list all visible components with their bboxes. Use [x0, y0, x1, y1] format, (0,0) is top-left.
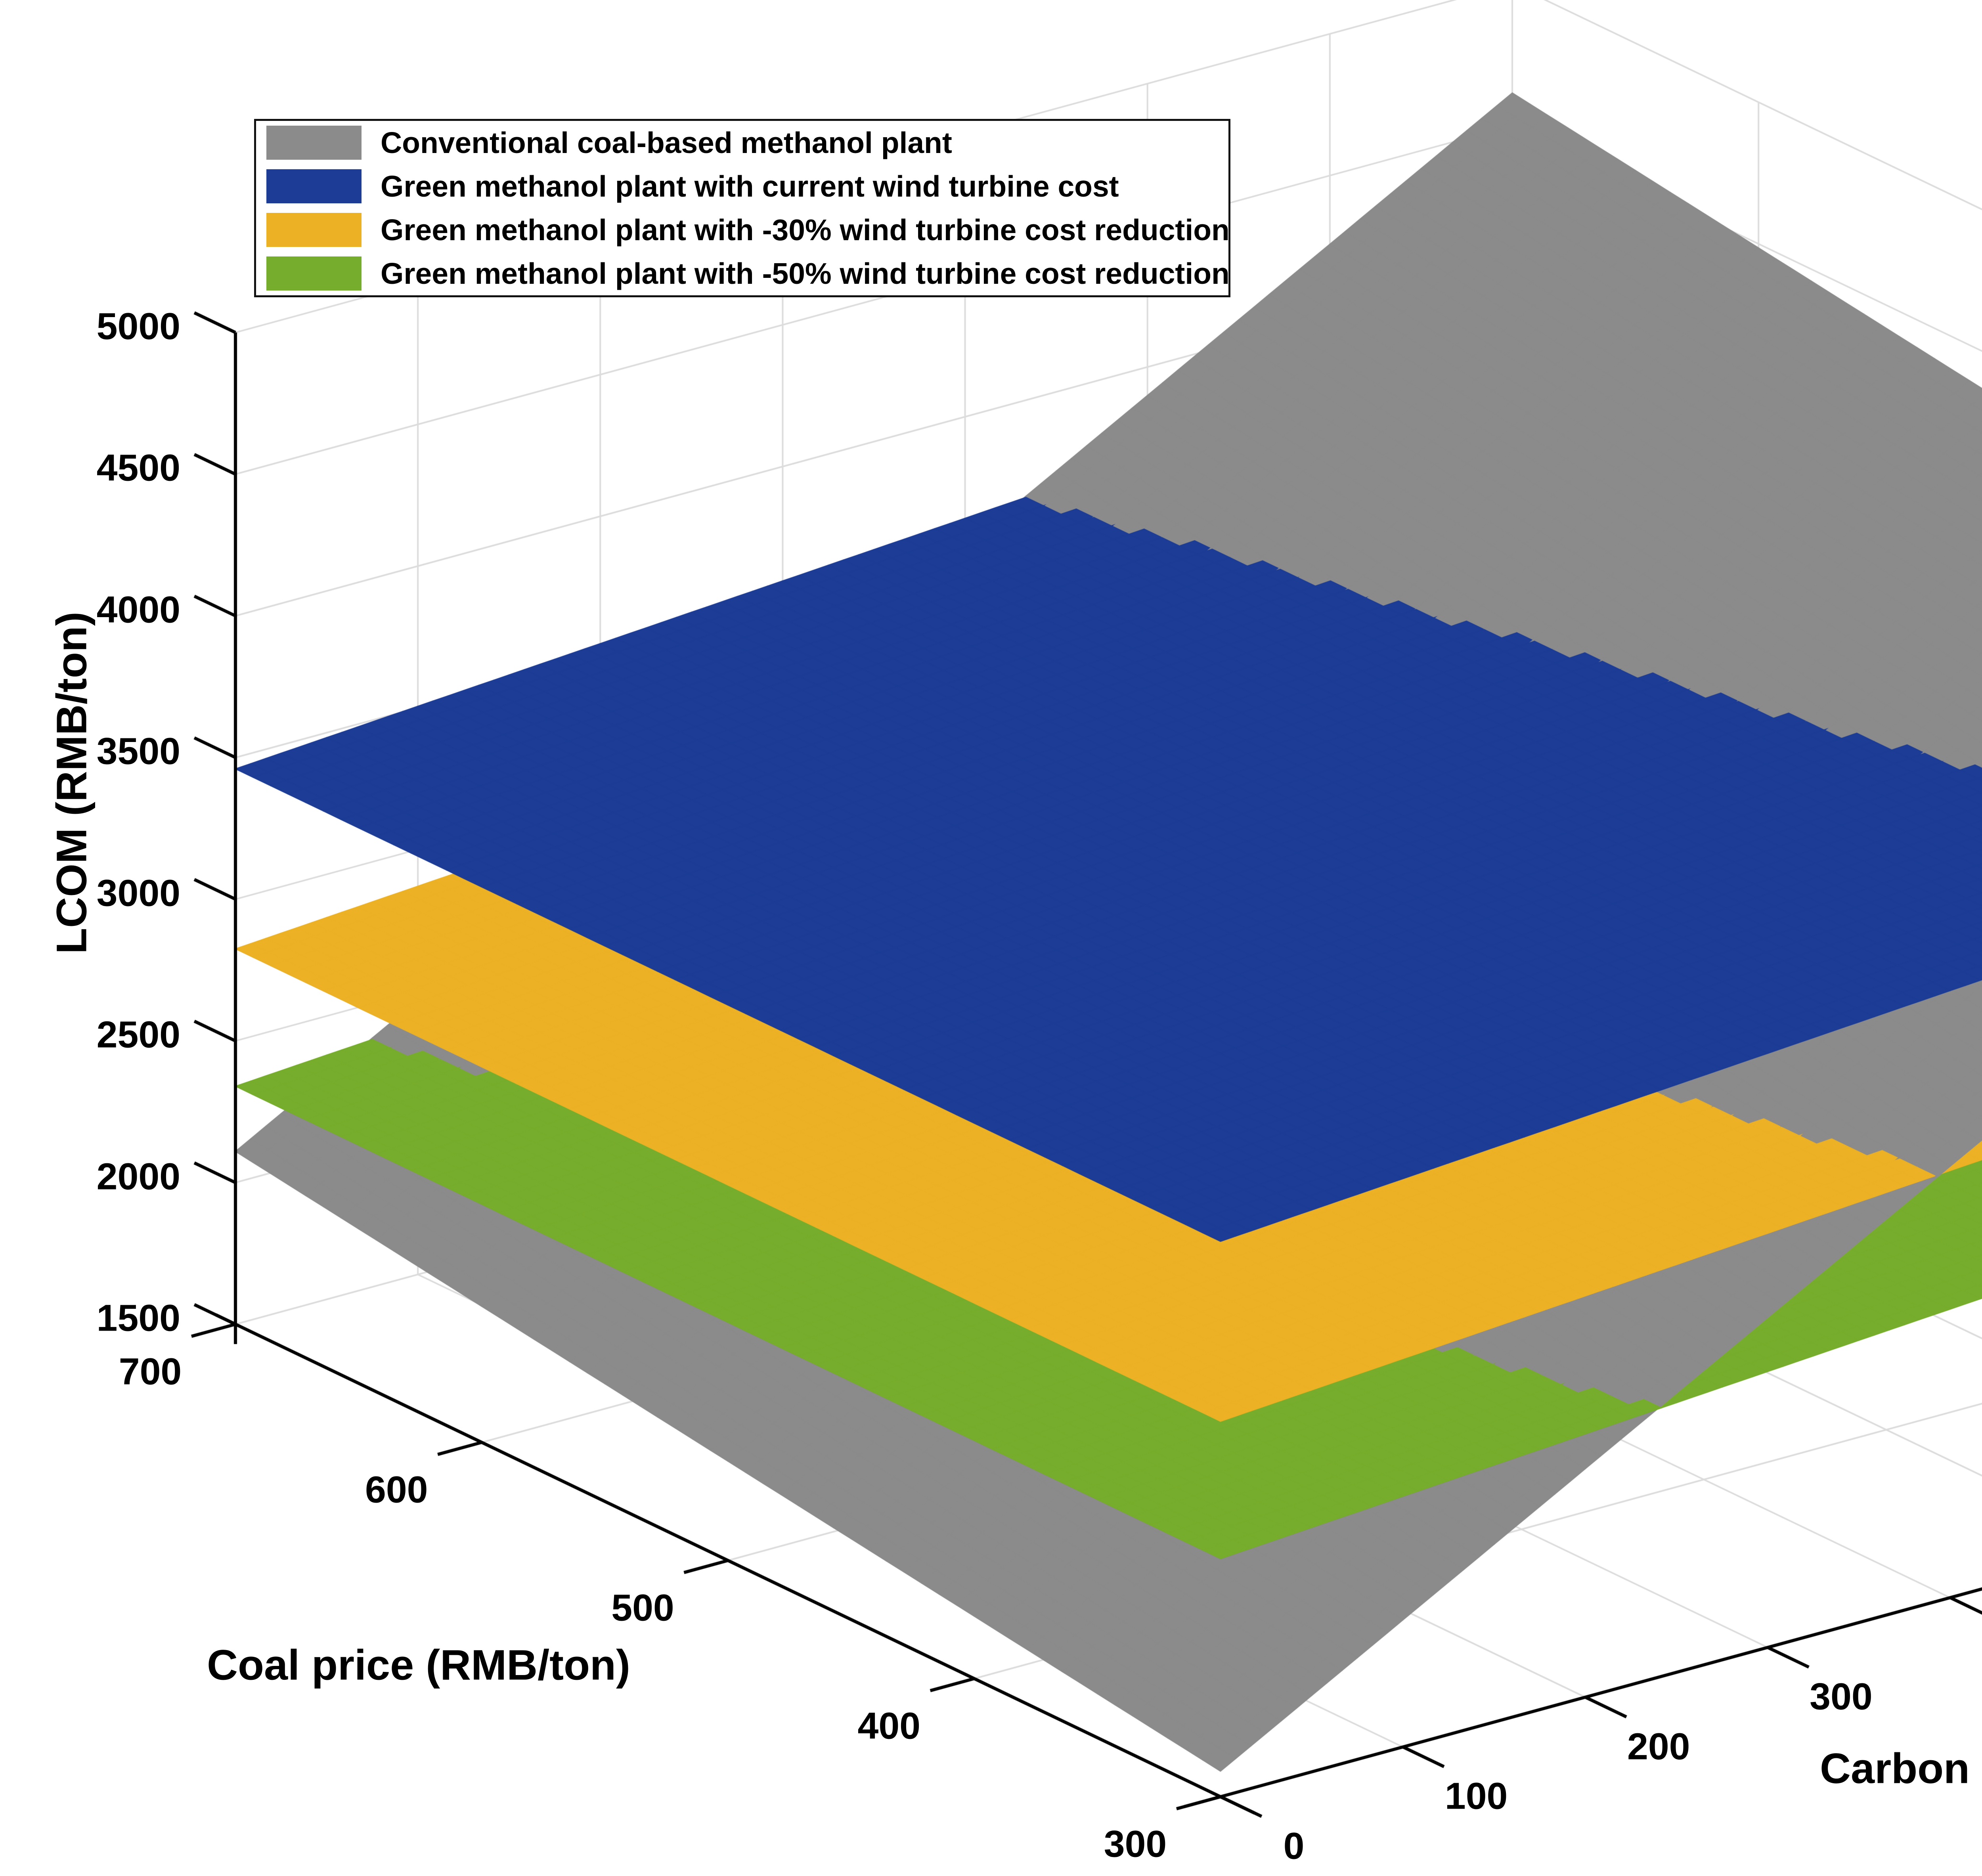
- y-tick-label: 200: [1627, 1725, 1690, 1768]
- legend-swatch: [266, 256, 362, 291]
- y-axis-title: Carbon tax (RMB/tonCO2): [1820, 1744, 1982, 1792]
- legend: Conventional coal-based methanol plant Gr…: [254, 119, 1230, 297]
- z-axis-title: LCOM (RMB/ton): [47, 612, 96, 954]
- y-tick-label: 300: [1810, 1675, 1873, 1718]
- z-tick-label: 4000: [96, 589, 180, 631]
- x-tick-label: 300: [1104, 1823, 1167, 1865]
- legend-swatch: [266, 169, 362, 203]
- legend-item: Green methanol plant with -30% wind turb…: [256, 208, 1230, 251]
- x-tick-label: 600: [365, 1469, 428, 1511]
- legend-swatch: [266, 213, 362, 247]
- z-tick-label: 4500: [96, 447, 180, 489]
- legend-swatch: [266, 126, 362, 160]
- legend-label: Green methanol plant with -30% wind turb…: [381, 213, 1230, 247]
- legend-label: Green methanol plant with -50% wind turb…: [381, 257, 1230, 290]
- x-tick-label: 700: [119, 1350, 182, 1393]
- legend-item: Conventional coal-based methanol plant: [256, 121, 1228, 164]
- y-tick-label: 0: [1283, 1825, 1305, 1867]
- legend-item: Green methanol plant with current wind t…: [256, 165, 1228, 208]
- legend-label: Green methanol plant with current wind t…: [381, 170, 1119, 203]
- legend-label: Conventional coal-based methanol plant: [381, 126, 952, 159]
- legend-item: Green methanol plant with -50% wind turb…: [256, 252, 1230, 295]
- z-tick-label: 1500: [96, 1297, 180, 1339]
- z-tick-label: 3500: [96, 730, 180, 773]
- z-tick-label: 2500: [96, 1014, 180, 1056]
- z-tick-label: 2000: [96, 1155, 180, 1198]
- z-tick-label: 5000: [96, 305, 180, 348]
- x-axis-title: Coal price (RMB/ton): [207, 1641, 630, 1689]
- y-tick-label: 100: [1444, 1775, 1508, 1817]
- x-tick-label: 400: [857, 1705, 921, 1747]
- z-tick-label: 3000: [96, 872, 180, 914]
- x-tick-label: 500: [611, 1587, 674, 1629]
